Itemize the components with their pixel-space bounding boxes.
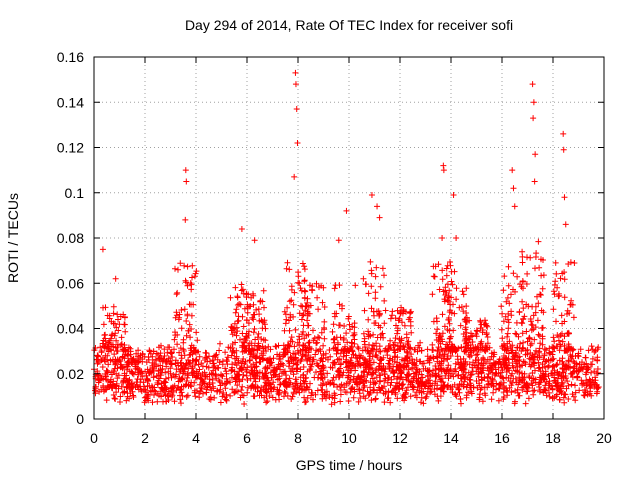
x-tick-label: 16 <box>494 430 510 446</box>
roti-spike-point <box>335 237 342 244</box>
y-tick-label: 0 <box>76 411 84 427</box>
roti-spike-point <box>293 106 300 113</box>
y-tick-label: 0.1 <box>65 185 85 201</box>
x-axis-label: GPS time / hours <box>296 457 403 473</box>
roti-spike-point <box>292 69 299 76</box>
x-axis-ticks: 0 2 4 6 8 10 12 14 16 18 20 <box>90 57 612 446</box>
roti-spike-point <box>99 246 106 253</box>
y-tick-label: 0.04 <box>57 321 84 337</box>
x-tick-label: 10 <box>341 430 357 446</box>
roti-spike-point <box>561 194 568 201</box>
roti-spike-point <box>531 178 538 185</box>
y-tick-label: 0.14 <box>57 94 84 110</box>
roti-spike-point <box>529 81 536 88</box>
x-tick-label: 2 <box>141 430 149 446</box>
roti-spike-point <box>343 207 350 214</box>
x-tick-label: 14 <box>443 430 459 446</box>
grid-lines <box>94 57 604 419</box>
y-tick-label: 0.06 <box>57 275 84 291</box>
roti-spike-point <box>374 203 381 210</box>
roti-spike-point <box>439 235 446 241</box>
roti-spike-point <box>182 167 189 174</box>
roti-spike-point <box>294 139 301 146</box>
y-tick-label: 0.12 <box>57 140 84 156</box>
roti-spike-point <box>238 225 245 232</box>
chart-title: Day 294 of 2014, Rate Of TEC Index for r… <box>185 17 513 33</box>
x-tick-label: 8 <box>294 430 302 446</box>
roti-spike-point <box>182 216 189 223</box>
data-points <box>91 69 602 408</box>
x-tick-label: 0 <box>90 430 98 446</box>
y-tick-label: 0.02 <box>57 366 84 382</box>
roti-spike-point <box>510 185 517 192</box>
roti-point-cloud <box>91 238 602 408</box>
roti-spike-point <box>511 203 518 210</box>
x-tick-label: 12 <box>392 430 408 446</box>
roti-spike-point <box>450 192 457 199</box>
roti-spike-point <box>509 167 516 174</box>
roti-spike-point <box>183 178 190 185</box>
x-tick-label: 18 <box>545 430 561 446</box>
roti-spike-point <box>368 192 375 199</box>
roti-spike-point <box>560 146 567 153</box>
roti-spike-point <box>530 99 537 106</box>
roti-spike-point <box>440 162 447 169</box>
roti-spike-point <box>562 221 569 228</box>
x-tick-label: 4 <box>192 430 200 446</box>
x-tick-label: 20 <box>596 430 612 446</box>
roti-spike-point <box>251 237 258 244</box>
roti-spike-point <box>112 275 119 282</box>
roti-spike-point <box>530 115 537 122</box>
y-tick-label: 0.16 <box>57 49 84 65</box>
roti-spike-point <box>376 214 383 221</box>
y-axis-ticks: 0 0.02 0.04 0.06 0.08 0.1 0.12 0.14 0.16 <box>57 49 604 427</box>
roti-spike-point <box>440 167 447 174</box>
roti-spike-point <box>453 235 460 241</box>
roti-spike-point <box>291 173 298 180</box>
roti-spike-point <box>292 81 299 88</box>
x-tick-label: 6 <box>243 430 251 446</box>
y-tick-label: 0.08 <box>57 230 84 246</box>
roti-spike-point <box>560 130 567 137</box>
y-axis-label: ROTI / TECUs <box>5 193 21 283</box>
roti-spike-point <box>532 151 539 158</box>
